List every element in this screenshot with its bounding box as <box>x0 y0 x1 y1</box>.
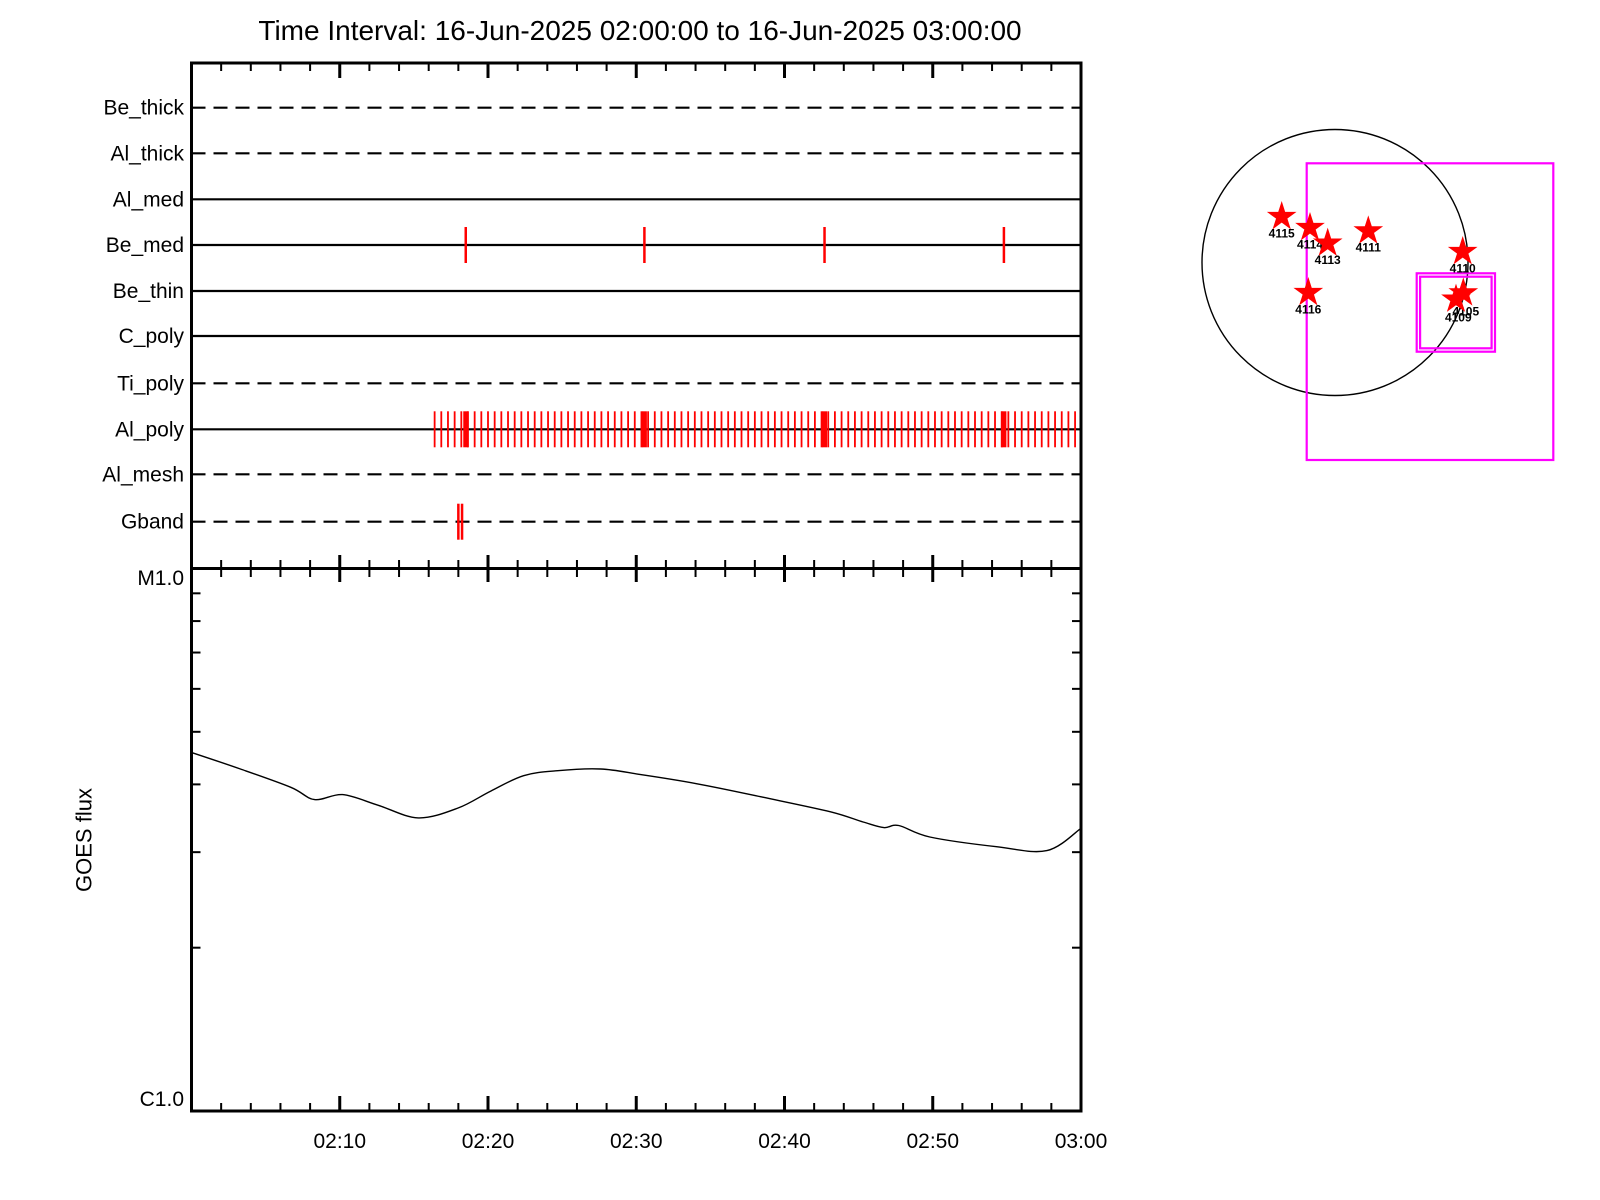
filter-row-label: Be_med <box>106 234 184 257</box>
active-region-label: 4111 <box>1356 241 1382 255</box>
goes-y-bottom-label: C1.0 <box>140 1088 184 1111</box>
active-region-label: 4109 <box>1445 311 1472 325</box>
solar-limb-circle <box>1201 128 1469 397</box>
filter-row-label: Be_thick <box>103 97 184 120</box>
plot-title: Time Interval: 16-Jun-2025 02:00:00 to 1… <box>258 15 1021 46</box>
x-axis-tick-label: 02:10 <box>313 1130 366 1153</box>
fov-rect <box>1415 272 1497 353</box>
active-region-label: 4105 <box>1452 304 1479 318</box>
active-region-star <box>1293 277 1324 306</box>
filter-timeline-panel: Be_thick Al_thick Al_med Be_med Be_thin C_pol… <box>102 61 1083 582</box>
goes-y-axis-label: GOES flux <box>72 788 97 892</box>
filter-row-label: Gband <box>121 511 184 534</box>
active-region-star <box>1441 283 1471 312</box>
filter-row-label: C_poly <box>119 325 185 348</box>
filter-row-label: Al_poly <box>115 418 184 441</box>
x-axis-tick-label: 03:00 <box>1055 1130 1108 1153</box>
filter-row-label: Al_mesh <box>102 463 184 486</box>
filter-row-label: Al_thick <box>110 142 184 165</box>
active-region-star <box>1312 227 1343 256</box>
x-axis-tick-label: 02:30 <box>610 1130 663 1153</box>
fov-rect-inner <box>1418 275 1493 350</box>
active-region-label: 4115 <box>1269 226 1295 240</box>
timeline-panel-border <box>190 61 1083 570</box>
goes-flux-curve <box>191 751 1082 853</box>
x-axis-tick-label: 02:20 <box>462 1130 515 1153</box>
filter-row-label: Al_med <box>113 188 184 211</box>
active-region-label: 4116 <box>1295 302 1321 316</box>
filter-row-label: Be_thin <box>113 280 184 303</box>
active-region-star <box>1353 215 1384 244</box>
x-axis-tick-label: 02:50 <box>906 1130 959 1153</box>
goes-panel-border <box>190 567 1083 1113</box>
fov-rect <box>1305 162 1555 462</box>
active-region-star <box>1447 236 1478 265</box>
active-region-star <box>1266 201 1297 230</box>
active-region-label: 4113 <box>1315 253 1341 267</box>
filter-row-label: Ti_poly <box>117 372 184 395</box>
active-region-label: 4110 <box>1450 261 1476 275</box>
x-axis-tick-label: 02:40 <box>758 1130 811 1153</box>
goes-y-top-label: M1.0 <box>137 567 184 590</box>
active-region-star <box>1295 212 1325 241</box>
goes-flux-panel: 02:10 02:20 02:30 02:40 02:50 03:00 <box>190 567 1108 1153</box>
